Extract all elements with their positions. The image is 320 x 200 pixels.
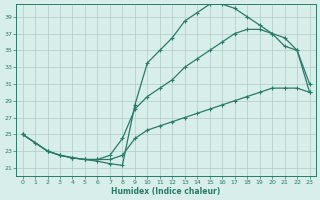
X-axis label: Humidex (Indice chaleur): Humidex (Indice chaleur) <box>111 187 221 196</box>
